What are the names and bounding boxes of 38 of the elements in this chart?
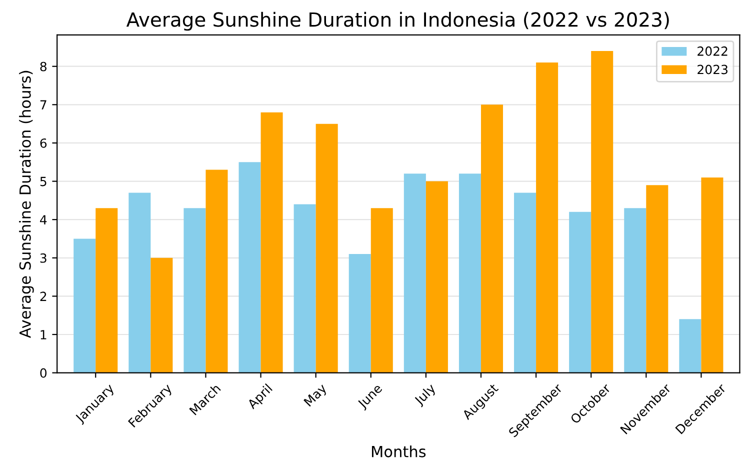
bar — [458, 174, 481, 373]
bar — [184, 208, 206, 373]
bar — [514, 192, 536, 373]
bar — [260, 112, 283, 373]
y-tick-label: 6 — [40, 138, 47, 148]
y-tick-label: 4 — [40, 215, 47, 224]
bar — [206, 170, 228, 373]
legend-label: 2022 — [698, 46, 728, 56]
bar — [316, 124, 338, 373]
y-tick-label: 8 — [40, 62, 46, 72]
chart-title: Average Sunshine Duration in Indonesia (2022 vs 2023) — [126, 12, 669, 31]
bar — [701, 177, 724, 373]
y-tick-label: 5 — [40, 176, 46, 186]
bar — [96, 208, 118, 373]
y-tick-label: 3 — [40, 253, 46, 263]
y-tick-label: 2 — [40, 292, 46, 301]
y-axis-title: Average Sunshine Duration (hours) — [19, 70, 34, 338]
x-axis-title: Months — [372, 445, 426, 458]
bar — [74, 238, 96, 373]
bar — [569, 212, 592, 373]
bar — [624, 208, 646, 373]
bar — [370, 208, 393, 373]
bar — [536, 62, 558, 373]
y-tick-label: 1 — [40, 330, 46, 340]
bar — [426, 181, 448, 373]
bar — [404, 174, 426, 373]
bar — [480, 104, 504, 373]
bar — [150, 258, 173, 373]
bar — [128, 192, 151, 373]
y-tick-label: 0 — [40, 368, 47, 378]
bar — [348, 254, 371, 373]
bar — [591, 51, 614, 373]
legend-label: 2023 — [698, 64, 728, 74]
bar — [294, 204, 316, 373]
bar — [679, 319, 702, 373]
bar — [238, 162, 261, 373]
y-tick-label: 7 — [40, 100, 46, 110]
bar — [646, 185, 668, 373]
